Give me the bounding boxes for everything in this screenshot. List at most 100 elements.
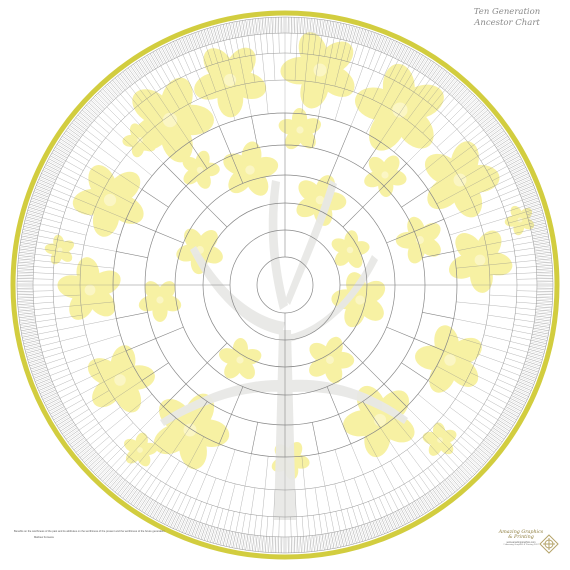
outer-slot-divider (534, 245, 551, 249)
blossom-flower (364, 155, 407, 197)
outer-slot-divider (409, 504, 418, 519)
outer-slot-divider (127, 67, 138, 81)
outer-slot-divider (400, 508, 409, 523)
outer-slot-divider (528, 215, 544, 220)
outer-slot-divider (85, 453, 98, 464)
outer-slot-divider (60, 422, 74, 432)
outer-slot-divider (515, 385, 531, 393)
outer-slot-divider (501, 148, 516, 157)
ancestor-slot-divider (477, 353, 504, 364)
outer-slot-divider (213, 26, 218, 43)
ancestor-slot-divider (480, 408, 498, 420)
outer-slot-divider (29, 361, 45, 367)
outer-slot-divider (203, 29, 209, 45)
outer-slot-divider (117, 75, 128, 89)
ancestor-slot-divider (75, 372, 100, 385)
outer-slot-divider (426, 493, 436, 507)
outer-slot-divider (512, 170, 528, 178)
outer-slot-divider (21, 332, 38, 336)
outer-slot-divider (48, 158, 63, 167)
outer-slot-divider (514, 174, 530, 182)
blossom-flower (448, 230, 513, 293)
ancestor-slot-divider (362, 185, 385, 208)
outer-slot-divider (47, 161, 62, 170)
ancestor-slot-divider (483, 404, 502, 415)
outer-slot-divider (19, 321, 36, 325)
outer-slot-divider (126, 488, 137, 502)
ancestor-slot-divider (144, 477, 157, 495)
ancestor-slot-divider (154, 417, 177, 444)
outer-slot-divider (22, 229, 39, 233)
outer-slot-divider (486, 436, 500, 447)
outer-slot-divider (396, 510, 405, 526)
outer-slot-divider (486, 123, 500, 134)
outer-slot-divider (27, 353, 43, 359)
outer-slot-divider (501, 414, 515, 423)
outer-slot-divider (122, 71, 133, 85)
outer-slot-divider (253, 535, 256, 552)
outer-slot-divider (25, 346, 41, 351)
ancestor-slot-divider (334, 88, 345, 121)
ancestor-slot-divider (350, 95, 364, 127)
ancestor-slot-divider (205, 505, 213, 525)
ancestor-slot-divider (436, 365, 466, 382)
outer-slot-divider (427, 492, 437, 507)
ancestor-slot-divider (324, 486, 331, 513)
outer-slot-divider (473, 107, 486, 119)
ancestor-slot-divider (474, 363, 500, 374)
ancestor-slot-divider (444, 102, 459, 118)
outer-slot-divider (19, 245, 36, 249)
ancestor-slot-divider (137, 443, 156, 465)
ancestor-slot-divider (344, 481, 353, 508)
outer-slot-divider (395, 44, 403, 59)
outer-slot-divider (414, 501, 423, 515)
ancestor-slot-divider (272, 33, 274, 54)
ancestor-slot-divider (66, 206, 93, 217)
outer-slot-divider (74, 118, 88, 129)
outer-slot-divider (210, 527, 215, 543)
outer-slot-divider (423, 495, 433, 509)
outer-slot-divider (116, 76, 127, 90)
ancestor-slot-divider (231, 155, 244, 184)
blossom-flower (153, 393, 230, 470)
ancestor-slot-divider (262, 488, 266, 516)
outer-slot-divider (323, 20, 327, 36)
outer-slot-divider (157, 49, 165, 64)
outer-slot-divider (437, 71, 448, 85)
outer-slot-divider (23, 226, 40, 230)
outer-slot-divider (536, 268, 553, 270)
ancestor-slot-divider (34, 260, 55, 263)
outer-slot-divider (331, 532, 335, 549)
outer-slot-divider (216, 528, 221, 545)
outer-slot-divider (494, 136, 508, 146)
outer-slot-divider (454, 471, 466, 484)
ancestor-slot-divider (301, 33, 304, 54)
outer-slot-divider (28, 358, 44, 363)
ancestor-slot-divider (301, 516, 304, 537)
outer-slot-divider (18, 312, 35, 315)
outer-slot-divider (231, 531, 235, 548)
outer-slot-divider (245, 534, 249, 551)
ancestor-slot-divider (62, 217, 89, 226)
outer-slot-divider (426, 63, 436, 77)
outer-slot-divider (504, 154, 520, 163)
ancestor-slot-divider (36, 241, 57, 246)
outer-slot-divider (297, 536, 299, 553)
ancestor-slot-divider (207, 207, 228, 228)
outer-slot-divider (298, 536, 300, 553)
ancestor-slot-divider (57, 177, 76, 186)
outer-slot-divider (355, 27, 360, 43)
ancestor-slot-divider (511, 229, 531, 235)
ancestor-slot-divider (250, 487, 256, 515)
outer-slot-divider (502, 149, 517, 159)
outer-slot-divider (439, 483, 450, 497)
ancestor-slot-divider (436, 188, 466, 205)
ancestor-slot-divider (318, 453, 326, 487)
outer-slot-divider (174, 40, 182, 56)
outer-slot-divider (185, 36, 192, 52)
ancestor-slot-divider (338, 125, 352, 156)
outer-slot-divider (229, 22, 233, 39)
outer-slot-divider (535, 314, 552, 317)
outer-slot-divider (78, 113, 92, 125)
ancestor-slot-divider (43, 211, 64, 218)
